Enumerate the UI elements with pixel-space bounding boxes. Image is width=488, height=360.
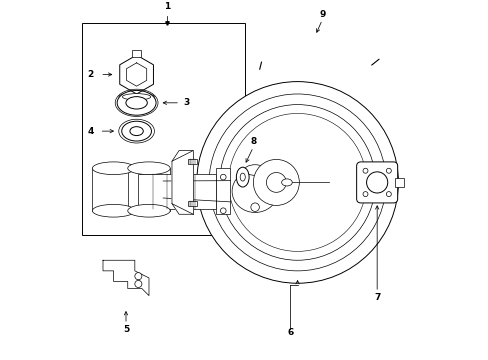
- Bar: [92, 168, 135, 211]
- Ellipse shape: [92, 162, 135, 175]
- Text: 8: 8: [250, 137, 256, 146]
- Text: 6: 6: [287, 328, 293, 337]
- Circle shape: [386, 192, 390, 197]
- Circle shape: [250, 203, 259, 211]
- Polygon shape: [172, 150, 193, 214]
- Ellipse shape: [232, 170, 278, 212]
- Circle shape: [209, 94, 385, 271]
- Ellipse shape: [122, 121, 151, 141]
- Bar: [216, 168, 230, 214]
- Text: 9: 9: [319, 10, 325, 19]
- Ellipse shape: [119, 119, 154, 143]
- Ellipse shape: [127, 204, 170, 217]
- Circle shape: [266, 172, 285, 192]
- Ellipse shape: [244, 165, 265, 175]
- Ellipse shape: [119, 93, 154, 101]
- Circle shape: [135, 280, 142, 288]
- Circle shape: [362, 192, 367, 197]
- Bar: [138, 174, 216, 209]
- Ellipse shape: [92, 204, 135, 217]
- Text: 2: 2: [87, 70, 94, 79]
- Ellipse shape: [236, 167, 248, 187]
- Ellipse shape: [240, 173, 245, 181]
- Ellipse shape: [130, 127, 143, 136]
- Circle shape: [253, 159, 299, 206]
- Bar: [187, 159, 196, 164]
- Circle shape: [386, 168, 390, 173]
- Circle shape: [220, 208, 225, 213]
- Text: 4: 4: [87, 127, 94, 136]
- Bar: [127, 168, 170, 211]
- Text: 7: 7: [373, 293, 380, 302]
- Bar: [187, 201, 196, 206]
- Bar: [132, 50, 141, 57]
- Circle shape: [196, 82, 398, 283]
- Circle shape: [219, 105, 375, 260]
- Ellipse shape: [125, 96, 147, 109]
- Ellipse shape: [281, 179, 292, 186]
- FancyBboxPatch shape: [356, 162, 397, 203]
- Polygon shape: [103, 260, 149, 296]
- Text: 1: 1: [163, 2, 169, 11]
- Circle shape: [228, 113, 366, 251]
- Text: 3: 3: [183, 98, 189, 107]
- Circle shape: [135, 273, 142, 280]
- Ellipse shape: [127, 162, 170, 175]
- Circle shape: [220, 174, 225, 180]
- Ellipse shape: [117, 90, 156, 115]
- Ellipse shape: [366, 172, 387, 193]
- Bar: [394, 178, 403, 187]
- Polygon shape: [120, 55, 153, 94]
- Bar: [81, 23, 244, 235]
- Circle shape: [362, 168, 367, 173]
- Ellipse shape: [122, 94, 150, 100]
- Text: 5: 5: [122, 325, 129, 334]
- Circle shape: [228, 113, 366, 251]
